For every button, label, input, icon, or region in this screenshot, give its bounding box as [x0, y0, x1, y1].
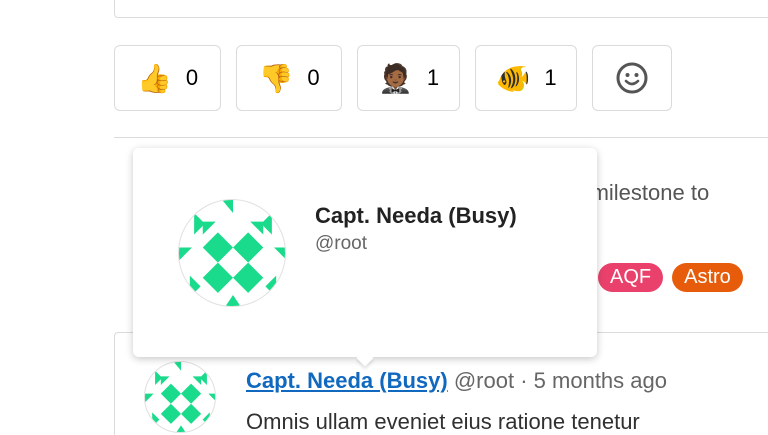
identicon-shape — [160, 403, 181, 424]
comment-header: Capt. Needa (Busy) @root · 5 months ago — [246, 368, 667, 394]
thumbs-down-reaction-button[interactable]: 👎 0 — [236, 45, 342, 111]
identicon-shape — [176, 425, 186, 432]
identicon-shape — [192, 376, 202, 386]
user-popover: Capt. Needa (Busy) @root — [133, 148, 597, 357]
reaction-count: 0 — [307, 65, 320, 90]
identicon-shape — [145, 393, 154, 403]
add-reaction-button[interactable] — [592, 45, 672, 111]
popover-name: Capt. Needa (Busy) — [315, 203, 517, 228]
fish-reaction-button[interactable]: 🐠 1 — [475, 45, 577, 111]
identicon-shape — [194, 212, 205, 235]
reaction-count: 0 — [185, 65, 199, 90]
comment-body: Omnis ullam eveniet eius ratione tenetur — [246, 409, 640, 434]
smiley-icon — [615, 61, 649, 95]
tuxedo-reaction-button[interactable]: 🤵🏾 1 — [357, 45, 460, 111]
comment-avatar[interactable] — [144, 361, 216, 433]
thumbs-down-icon: 👎 — [258, 62, 294, 94]
identicon-shape — [189, 275, 201, 298]
divider — [114, 137, 768, 138]
identicon-shape — [225, 295, 241, 306]
identicon-shape — [181, 383, 202, 404]
identicon-shape — [160, 383, 181, 404]
tropical-fish-icon: 🐠 — [495, 62, 531, 94]
identicon-shape — [250, 221, 264, 235]
previous-content-box — [114, 0, 768, 18]
identicon-shape — [261, 212, 272, 235]
man-in-tuxedo-icon: 🤵🏾 — [377, 62, 413, 94]
label-aqf[interactable]: AQF — [598, 263, 664, 292]
identicon-shape — [199, 370, 207, 386]
thumbs-up-reaction-button[interactable]: 👍 0 — [114, 45, 221, 111]
thumbs-up-icon: 👍 — [136, 62, 172, 94]
award-emoji-bar: 👍 0 👎 0 🤵🏾 1 🐠 1 — [114, 45, 672, 111]
identicon-shape — [181, 403, 202, 424]
identicon-shape — [222, 200, 233, 213]
identicon-shape — [202, 232, 233, 263]
identicon-shape — [274, 247, 285, 259]
reaction-count: 1 — [426, 65, 440, 90]
popover-username: @root — [315, 233, 368, 254]
identicon-shape — [160, 376, 170, 386]
author-username: @root — [453, 368, 515, 393]
popover-avatar — [178, 199, 286, 307]
label-astro[interactable]: Astro — [672, 263, 743, 292]
reaction-count: 1 — [544, 65, 557, 90]
comment-time[interactable]: 5 months ago — [533, 368, 667, 393]
identicon-shape — [179, 247, 192, 261]
identicon-shape — [173, 362, 181, 371]
identicon-shape — [233, 232, 264, 263]
identicon-shape — [265, 275, 277, 298]
labels-list: AQF Astro — [598, 263, 743, 292]
identicon-shape — [202, 221, 216, 235]
identicon-shape — [233, 262, 264, 293]
separator: · — [520, 368, 528, 393]
author-link[interactable]: Capt. Needa (Busy) — [246, 368, 448, 393]
identicon-shape — [208, 393, 215, 401]
identicon-shape — [202, 262, 233, 293]
identicon-shape — [155, 370, 163, 386]
